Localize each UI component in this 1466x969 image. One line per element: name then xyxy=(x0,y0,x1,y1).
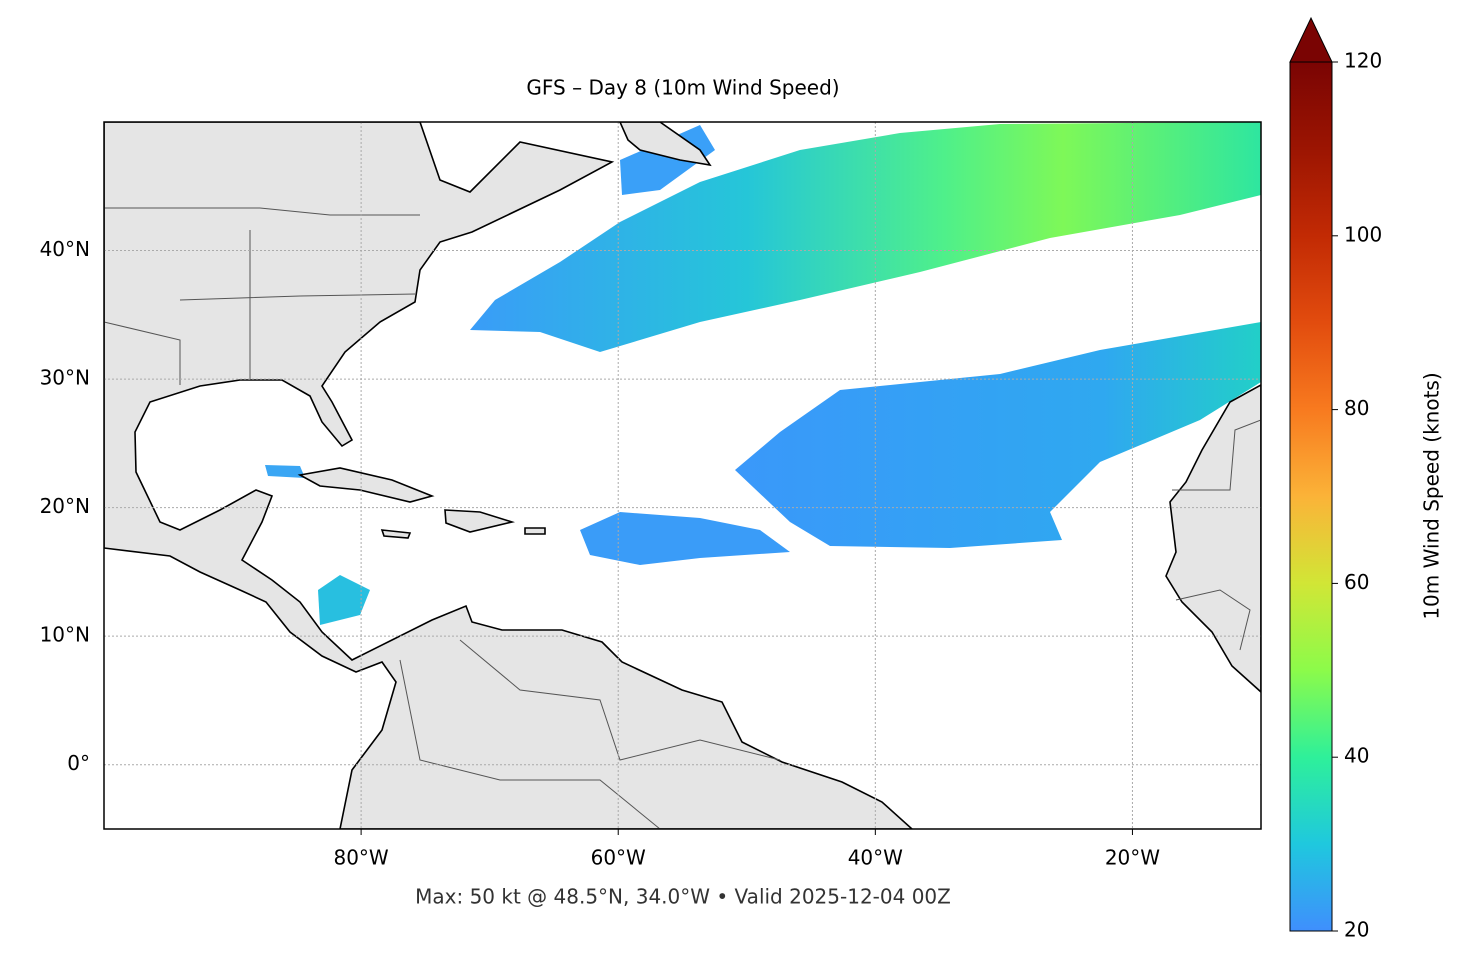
wind-field xyxy=(318,575,370,625)
land xyxy=(297,467,435,503)
colorbar-tick-label: 40 xyxy=(1344,744,1369,768)
x-tick-label: 60°W xyxy=(591,846,646,870)
y-tick-label: 40°N xyxy=(40,237,90,261)
map-frame xyxy=(103,121,1262,830)
land xyxy=(104,122,914,829)
land xyxy=(524,527,546,535)
border xyxy=(399,659,661,829)
y-tick-label: 30°N xyxy=(40,366,90,390)
y-tick-label: 20°N xyxy=(40,494,90,518)
y-tick-label: 0° xyxy=(67,751,90,775)
border xyxy=(179,293,416,301)
border xyxy=(104,321,181,385)
border xyxy=(1172,419,1261,491)
wind-field xyxy=(620,125,715,195)
y-tick-label: 10°N xyxy=(40,623,90,647)
wind-field xyxy=(735,322,1261,548)
colorbar-tick-label: 120 xyxy=(1344,49,1382,73)
x-tick-label: 20°W xyxy=(1105,846,1160,870)
chart-title: GFS – Day 8 (10m Wind Speed) xyxy=(526,76,839,100)
land xyxy=(619,122,712,167)
colorbar-tick-label: 80 xyxy=(1344,396,1369,420)
x-tick-label: 40°W xyxy=(848,846,903,870)
map-area xyxy=(104,122,1261,829)
border xyxy=(459,639,781,761)
colorbar-tick-label: 60 xyxy=(1344,570,1369,594)
colorbar xyxy=(1289,61,1333,932)
colorbar-tick-label: 100 xyxy=(1344,222,1382,246)
wind-field xyxy=(265,465,305,478)
footer: Max: 50 kt @ 48.5°N, 34.0°W • Valid 2025… xyxy=(415,885,951,909)
x-tick-label: 80°W xyxy=(333,846,388,870)
border xyxy=(104,207,420,216)
colorbar-extend xyxy=(1289,16,1333,63)
land xyxy=(1165,384,1261,694)
land xyxy=(444,509,516,533)
land xyxy=(380,529,412,539)
wind-field xyxy=(470,122,1261,352)
colorbar-tick-label: 20 xyxy=(1344,918,1369,942)
border xyxy=(1175,589,1251,651)
colorbar-label: 10m Wind Speed (knots) xyxy=(1420,372,1444,619)
wind-field xyxy=(580,512,790,565)
